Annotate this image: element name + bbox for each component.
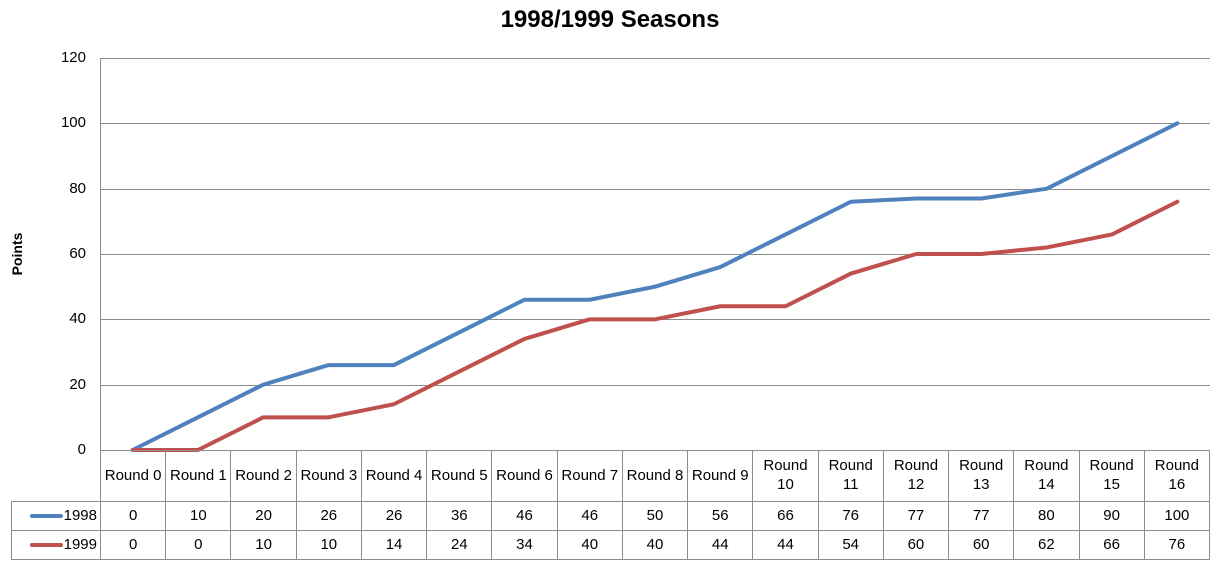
table-header-row: Round 0 Round 1 Round 2 Round 3 Round 4 Round… [12, 450, 1211, 502]
table-cell: 77 [882, 501, 950, 531]
table-cell: 10 [230, 530, 297, 560]
column-header: Round 10 [752, 450, 819, 502]
table-cell: 10 [165, 501, 232, 531]
series-name: 1999 [63, 535, 97, 553]
column-header: Round 2 [230, 450, 297, 502]
table-cell: 20 [230, 501, 297, 531]
table-cell: 77 [948, 501, 1015, 531]
y-tick-label: 40 [69, 310, 86, 328]
table-cell: 0 [99, 530, 167, 560]
column-header: Round 7 [556, 450, 623, 502]
table-cell: 90 [1078, 501, 1145, 531]
table-cell: 50 [621, 501, 689, 531]
series-line-1998 [130, 121, 1180, 452]
column-header: Round 8 [621, 450, 689, 502]
table-row-1998: 1998 0 10 20 26 26 36 46 46 50 56 66 76 77 77 80 90 100 [11, 501, 1211, 531]
table-cell: 80 [1013, 501, 1080, 531]
table-cell: 76 [1143, 530, 1211, 560]
table-cell: 26 [360, 501, 428, 531]
table-cell: 40 [621, 530, 689, 560]
column-header: Round 15 [1078, 450, 1145, 502]
series-line-1999 [130, 199, 1180, 452]
column-header: Round 0 [99, 450, 167, 502]
y-tick-label: 0 [77, 441, 86, 458]
table-cell: 62 [1013, 530, 1080, 560]
column-header: Round 16 [1143, 450, 1211, 502]
table-cell: 0 [99, 501, 167, 531]
legend-cell-1999: 1999 [11, 530, 101, 560]
y-tick-label: 60 [69, 245, 86, 262]
legend-line-icon [29, 514, 63, 518]
table-cell: 14 [360, 530, 428, 560]
column-header: Round 13 [948, 450, 1015, 502]
column-header: Round 6 [491, 450, 558, 502]
table-row-1999: 1999 0 0 10 10 14 24 34 40 40 44 44 54 60 60 62 66 76 [11, 530, 1211, 560]
table-cell: 36 [426, 501, 493, 531]
column-header: Round 11 [817, 450, 884, 502]
table-cell: 10 [295, 530, 362, 560]
table-cell: 26 [295, 501, 362, 531]
table-cell: 54 [817, 530, 884, 560]
series-name: 1998 [63, 506, 97, 524]
table-cell: 24 [426, 530, 493, 560]
column-header: Round 1 [165, 450, 232, 502]
data-table: Round 0 Round 1 Round 2 Round 3 Round 4 Round… [11, 450, 1211, 560]
table-cell: 46 [491, 501, 558, 531]
table-cell: 34 [491, 530, 558, 560]
table-cell: 56 [687, 501, 754, 531]
table-cell: 46 [556, 501, 623, 531]
table-cell: 60 [882, 530, 950, 560]
table-cell: 100 [1143, 501, 1211, 531]
table-cell: 0 [165, 530, 232, 560]
column-header: Round 4 [360, 450, 428, 502]
table-cell: 66 [1078, 530, 1145, 560]
table-cell: 44 [687, 530, 754, 560]
column-header: Round 9 [687, 450, 754, 502]
column-header: Round 12 [882, 450, 950, 502]
y-tick-label: 120 [60, 49, 86, 66]
chart-title: 1998/1999 Seasons [500, 6, 720, 33]
table-cell: 76 [817, 501, 884, 531]
y-tick-label: 80 [69, 179, 86, 197]
table-cell: 66 [752, 501, 819, 531]
table-corner-blank [12, 451, 101, 502]
column-header: Round 5 [426, 450, 493, 502]
column-header: Round 14 [1013, 450, 1080, 502]
legend-cell-1998: 1998 [11, 501, 101, 531]
table-cell: 40 [556, 530, 623, 560]
table-cell: 44 [752, 530, 819, 560]
y-tick-label: 20 [69, 375, 86, 393]
y-tick-label: 100 [60, 114, 86, 132]
column-header: Round 3 [295, 450, 362, 502]
legend-line-icon [29, 543, 63, 547]
table-cell: 60 [948, 530, 1015, 560]
